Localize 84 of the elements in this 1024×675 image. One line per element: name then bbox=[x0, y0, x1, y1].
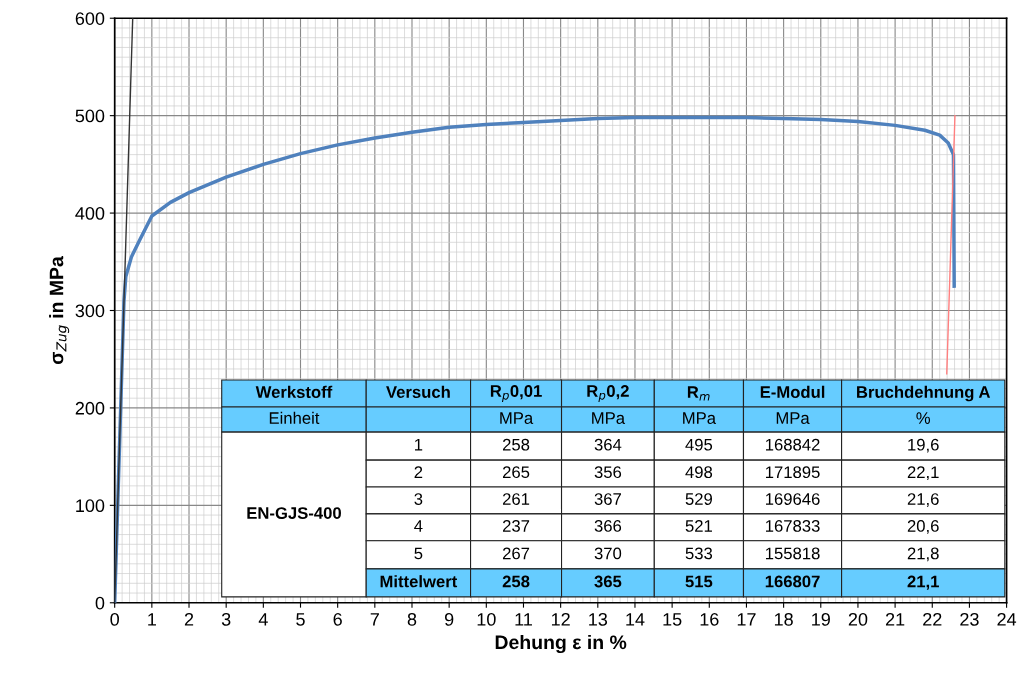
annotation: Bruchdehnung A bbox=[857, 385, 991, 402]
x-tick-label: 10 bbox=[477, 612, 496, 626]
annotation: MPa bbox=[776, 412, 810, 424]
x-tick-label: 24 bbox=[997, 612, 1017, 626]
y-tick-label: 400 bbox=[75, 207, 105, 220]
annotation: R$_{m}$ bbox=[687, 386, 710, 401]
x-tick-label: 1 bbox=[148, 613, 156, 626]
annotation: 166807 bbox=[765, 575, 820, 588]
annotation: 261 bbox=[502, 493, 530, 505]
annotation: 1 bbox=[415, 438, 423, 451]
x-tick-label: 13 bbox=[589, 612, 608, 626]
y-tick-label: 200 bbox=[75, 401, 105, 415]
annotation: 366 bbox=[594, 520, 622, 532]
annotation: 364 bbox=[594, 438, 622, 451]
annotation: Werkstoff bbox=[255, 385, 333, 398]
annotation: E-Modul bbox=[760, 385, 825, 398]
annotation: 169646 bbox=[766, 493, 820, 505]
annotation: % bbox=[916, 412, 931, 424]
x-tick-label: 12 bbox=[551, 612, 570, 626]
annotation: 258 bbox=[502, 575, 530, 588]
x-tick-label: 11 bbox=[515, 613, 532, 626]
annotation: 356 bbox=[594, 466, 622, 479]
annotation: MPa bbox=[683, 412, 717, 424]
annotation: 20,6 bbox=[907, 520, 939, 534]
x-tick-label: 19 bbox=[812, 612, 830, 626]
y-tick-label: 600 bbox=[75, 12, 105, 25]
y-tick-label: 100 bbox=[76, 499, 105, 513]
x-axis-title: Dehung ε in % bbox=[495, 634, 627, 654]
x-tick-label: 16 bbox=[700, 612, 719, 626]
x-tick-label: 8 bbox=[407, 612, 417, 626]
x-tick-label: 6 bbox=[333, 612, 342, 626]
annotation: 3 bbox=[414, 493, 423, 505]
x-tick-label: 17 bbox=[737, 613, 756, 626]
x-tick-label: 3 bbox=[221, 612, 231, 626]
annotation: 168842 bbox=[766, 438, 820, 451]
annotation: 367 bbox=[594, 493, 621, 505]
annotation: 2 bbox=[414, 466, 423, 478]
annotation: 237 bbox=[502, 520, 530, 532]
y-tick-label: 0 bbox=[95, 596, 105, 610]
x-tick-label: 7 bbox=[370, 613, 379, 626]
annotation: EN-GJS-400 bbox=[247, 507, 341, 519]
y-axis-title: σ$_{Zug}$ in MPa bbox=[49, 256, 70, 365]
annotation: 267 bbox=[502, 547, 530, 560]
x-tick-label: 23 bbox=[960, 612, 979, 626]
annotation: 365 bbox=[594, 575, 622, 588]
x-tick-label: 5 bbox=[296, 613, 305, 626]
x-tick-label: 4 bbox=[258, 613, 268, 626]
x-tick-label: 15 bbox=[663, 613, 682, 626]
annotation: 533 bbox=[685, 547, 713, 560]
annotation: MPa bbox=[500, 412, 534, 424]
x-tick-label: 14 bbox=[626, 613, 645, 626]
x-tick-label: 18 bbox=[774, 612, 793, 626]
annotation: 167833 bbox=[766, 520, 820, 532]
x-tick-label: 22 bbox=[923, 612, 942, 626]
x-tick-label: 20 bbox=[848, 612, 868, 626]
x-tick-label: 9 bbox=[444, 612, 454, 626]
annotation: Versuch bbox=[386, 385, 450, 398]
y-tick-label: 300 bbox=[75, 304, 105, 318]
annotation: 171895 bbox=[766, 466, 820, 479]
annotation: 22,1 bbox=[907, 466, 939, 481]
annotation: MPa bbox=[592, 412, 626, 424]
annotation: R$_{p}$0,01 bbox=[490, 385, 542, 402]
annotation: 495 bbox=[685, 438, 713, 451]
annotation: 521 bbox=[685, 520, 712, 532]
annotation: R$_{p}$0,2 bbox=[587, 385, 629, 402]
annotation: Mittelwert bbox=[380, 575, 458, 588]
y-tick-label: 500 bbox=[75, 109, 105, 123]
annotation: 4 bbox=[414, 520, 423, 532]
annotation: 265 bbox=[502, 466, 530, 479]
annotation: 5 bbox=[414, 547, 423, 560]
x-tick-label: 21 bbox=[885, 612, 905, 626]
annotation: 515 bbox=[685, 575, 713, 588]
x-tick-label: 2 bbox=[184, 612, 194, 626]
annotation: Einheit bbox=[269, 411, 320, 424]
annotation: 529 bbox=[685, 493, 712, 505]
annotation: 498 bbox=[685, 466, 713, 479]
annotation: 21,6 bbox=[907, 493, 939, 507]
annotation: 155818 bbox=[766, 547, 820, 560]
annotation: 21,8 bbox=[907, 547, 939, 562]
annotation: 258 bbox=[502, 438, 530, 451]
annotation: 370 bbox=[594, 547, 622, 560]
annotation: 21,1 bbox=[907, 575, 939, 590]
x-tick-label: 0 bbox=[110, 612, 119, 626]
annotation: 19,6 bbox=[908, 438, 939, 453]
